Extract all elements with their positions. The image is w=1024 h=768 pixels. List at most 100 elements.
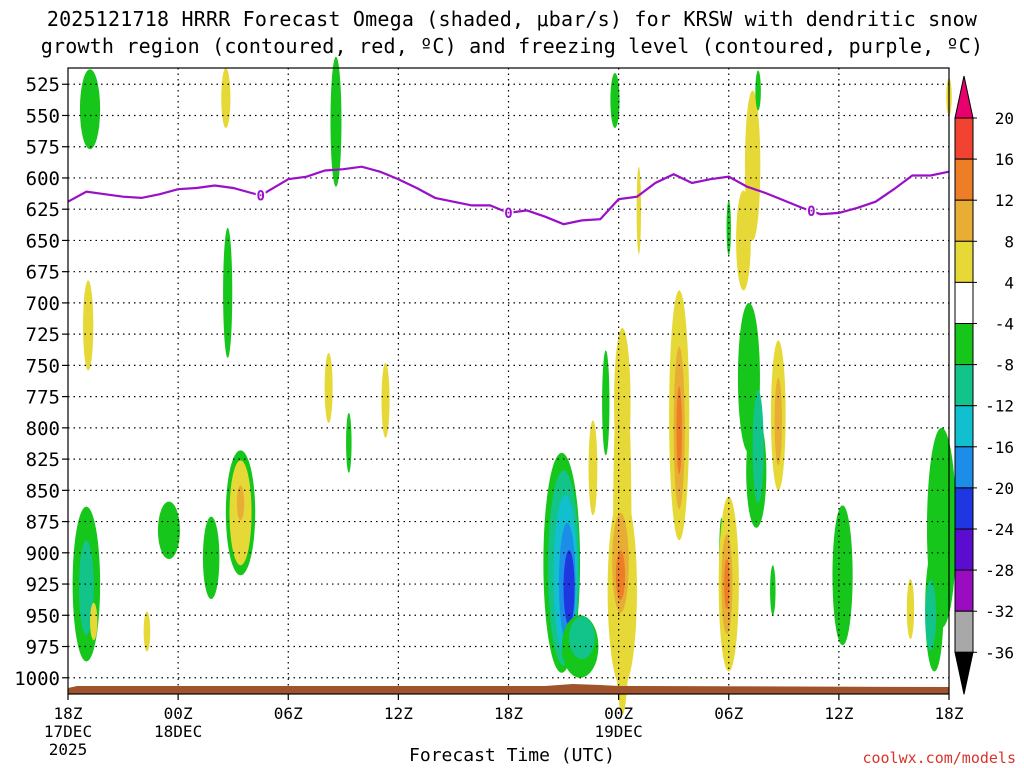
y-tick-label: 525: [26, 74, 60, 96]
omega-cell: [615, 550, 626, 601]
omega-cell: [906, 579, 915, 640]
y-tick-label: 650: [26, 230, 60, 252]
y-tick-label: 575: [26, 137, 60, 159]
x-tick-label: 00Z: [604, 704, 633, 723]
colorbar-swatch: [954, 405, 974, 448]
y-tick-label: 875: [26, 512, 60, 534]
omega-cell: [676, 386, 682, 475]
x-tick-label: 18Z: [935, 704, 964, 723]
omega-cell: [330, 56, 342, 187]
omega-cell: [755, 70, 761, 111]
omega-cell: [79, 69, 101, 150]
omega-cell: [90, 602, 98, 641]
omega-cell: [602, 350, 610, 456]
colorbar-swatch: [954, 199, 974, 242]
freezing-level-layer: 0 0 0: [67, 165, 950, 226]
omega-cell: [381, 362, 390, 438]
y-tick-label: 900: [26, 543, 60, 565]
x-tick-label: 18Z: [54, 704, 83, 723]
freezing-level-label: 0: [504, 206, 512, 222]
y-tick-label: 950: [26, 605, 60, 627]
omega-cell: [832, 505, 853, 646]
colorbar-label: -12: [985, 397, 1014, 416]
colorbar-label: 20: [995, 109, 1014, 128]
grid-lines: [68, 68, 949, 694]
colorbar-swatch: [954, 528, 974, 571]
omega-cell: [79, 540, 94, 636]
colorbar-label: -8: [995, 356, 1014, 375]
axes-layer: 525 550 575 600 625 650 675 700 725 750 775 800 825 8…: [14, 67, 964, 759]
omega-cell: [744, 90, 761, 241]
colorbar-bottom-arrow: [954, 651, 974, 695]
omega-cell: [202, 516, 220, 600]
x-tick-label: 12Z: [384, 704, 413, 723]
omega-cell: [636, 166, 642, 255]
y-tick-label: 775: [26, 387, 60, 409]
colorbar-swatch: [954, 364, 974, 407]
omega-cell: [770, 565, 776, 616]
omega-cell: [346, 412, 352, 473]
colorbar-swatch: [954, 323, 974, 366]
x-tick-label: 12Z: [824, 704, 853, 723]
colorbar-label: 4: [1004, 273, 1014, 292]
colorbar-swatch: [954, 117, 974, 160]
omega-cell: [236, 485, 245, 521]
y-tick-label: 925: [26, 574, 60, 596]
colorbar-label: -32: [985, 602, 1014, 621]
colorbar-label: -24: [985, 520, 1014, 539]
omega-cell: [614, 327, 631, 478]
omega-cell: [610, 72, 620, 128]
omega-cell: [752, 390, 764, 503]
y-tick-label: 825: [26, 449, 60, 471]
y-tick-label: 850: [26, 480, 60, 502]
colorbar-label: 16: [995, 150, 1014, 169]
terrain-band: [68, 684, 949, 694]
freezing-level-label: 0: [257, 188, 265, 204]
colorbar-top-arrow: [954, 75, 974, 119]
chart-title: 2025121718 HRRR Forecast Omega (shaded, …: [0, 6, 1024, 60]
colorbar-swatch: [954, 569, 974, 612]
y-tick-label: 550: [26, 105, 60, 127]
omega-cell: [774, 377, 782, 466]
x-tick-year-label: 2025: [49, 740, 88, 759]
omega-shading-layer: [72, 56, 957, 716]
omega-cell: [925, 580, 937, 651]
omega-cell: [569, 616, 595, 660]
y-tick-label: 600: [26, 168, 60, 190]
freezing-label-bg: [255, 187, 266, 203]
title-line-1: 2025121718 HRRR Forecast Omega (shaded, …: [46, 7, 978, 31]
colorbar: 20 16 12 8 4 -4 -8 -12 -16 -20 -24 -28 -32 -36: [954, 75, 1014, 695]
omega-cell: [324, 352, 333, 423]
freezing-label-bg: [503, 204, 514, 220]
y-tick-label: 700: [26, 293, 60, 315]
x-tick-label: 18Z: [494, 704, 523, 723]
y-tick-label: 675: [26, 262, 60, 284]
omega-cell: [736, 190, 751, 291]
x-tick-label: 06Z: [274, 704, 303, 723]
omega-cell: [157, 501, 180, 560]
colorbar-swatch: [954, 240, 974, 283]
colorbar-label: 8: [1004, 232, 1014, 251]
colorbar-swatch: [954, 487, 974, 530]
colorbar-label: -36: [985, 643, 1014, 662]
x-tick-date-label: 18DEC: [154, 722, 202, 741]
y-tick-label: 625: [26, 199, 60, 221]
x-tick-label: 06Z: [714, 704, 743, 723]
colorbar-swatch: [954, 281, 974, 324]
y-tick-label: 1000: [14, 668, 60, 690]
y-tick-label: 975: [26, 637, 60, 659]
omega-cell: [143, 611, 151, 652]
omega-cell: [563, 550, 575, 626]
y-tick-label: 750: [26, 355, 60, 377]
terrain-shape: [68, 684, 949, 694]
freezing-level-label: 0: [807, 204, 815, 220]
colorbar-label: 12: [995, 191, 1014, 210]
colorbar-swatch: [954, 610, 974, 653]
x-tick-label: 00Z: [164, 704, 193, 723]
colorbar-label: -28: [985, 561, 1014, 580]
colorbar-label: -16: [985, 438, 1014, 457]
freezing-label-bg: [806, 203, 817, 219]
site-credit: coolwx.com/models: [862, 749, 1016, 767]
colorbar-label: -4: [995, 315, 1014, 334]
